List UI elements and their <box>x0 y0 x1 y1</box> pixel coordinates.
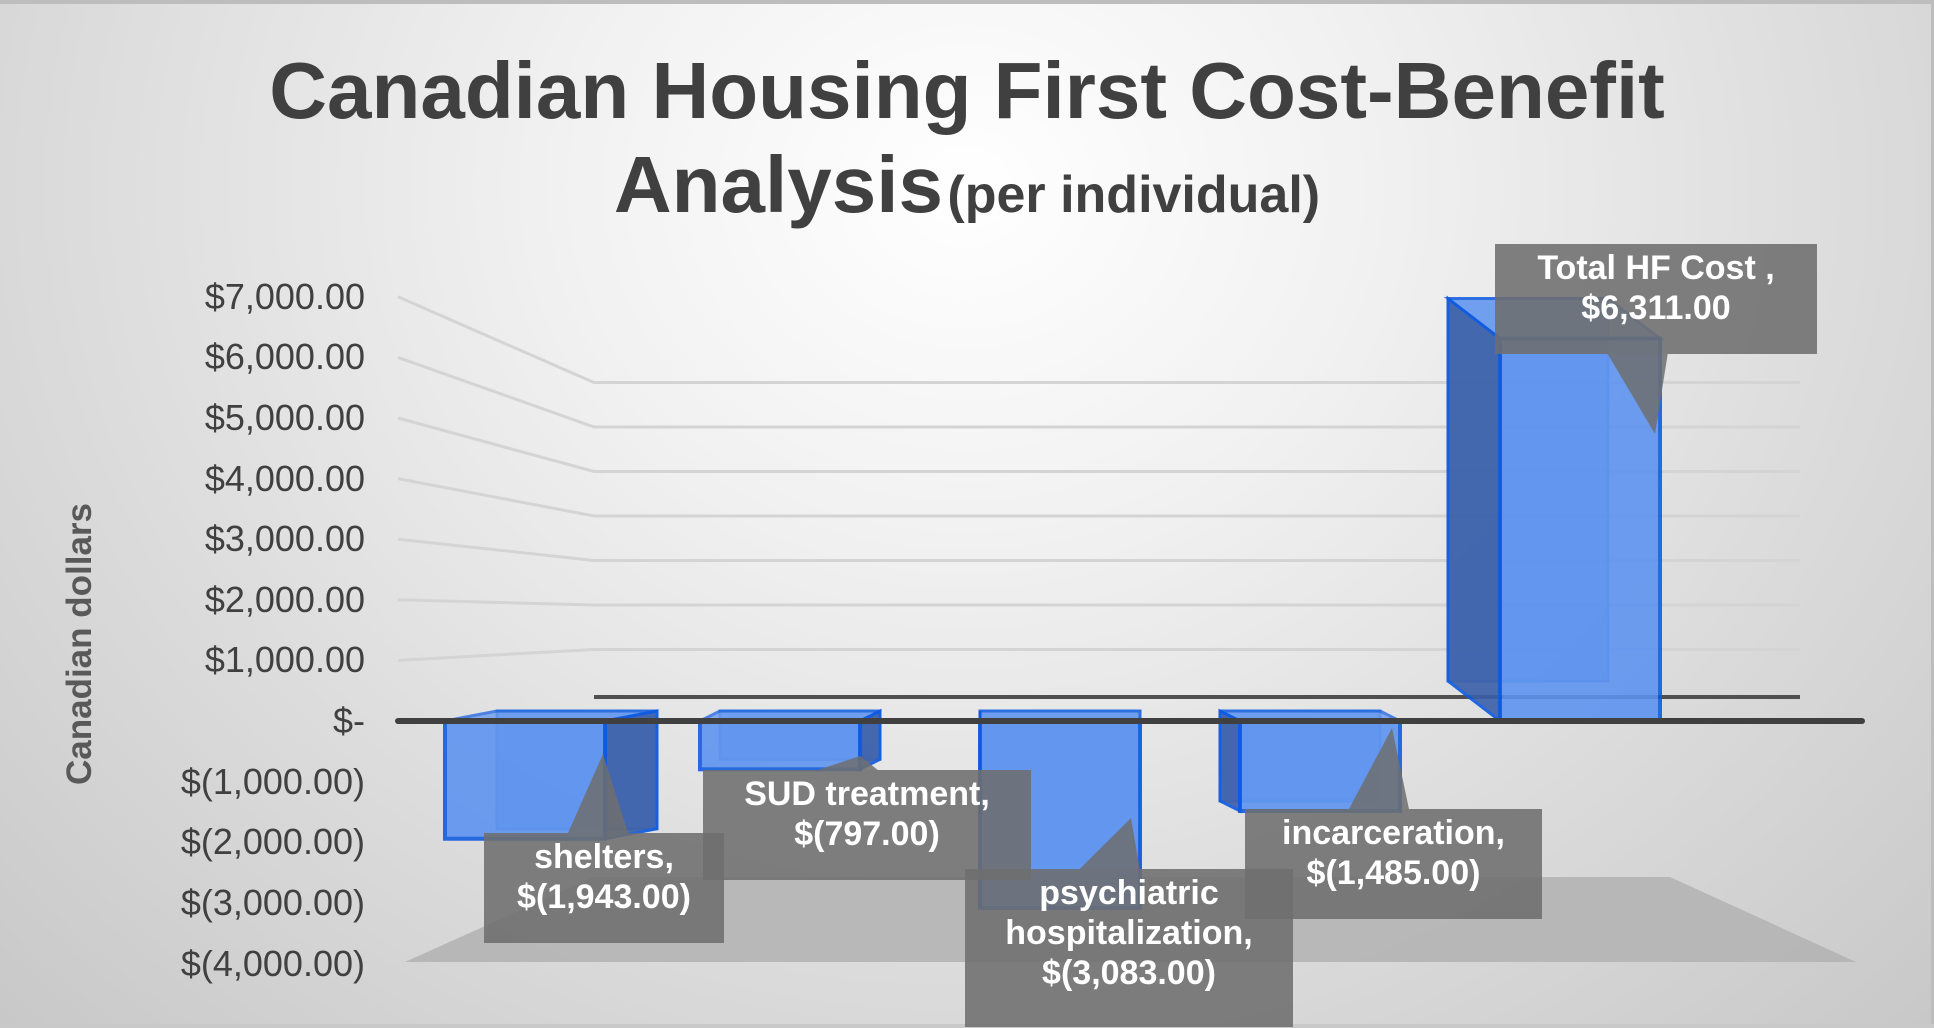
data-label-line: $(3,083.00) <box>1042 954 1216 992</box>
data-label-line: psychiatric <box>1039 874 1219 912</box>
chart-subtitle: (per individual) <box>947 166 1321 224</box>
data-label-line: SUD treatment, <box>744 775 990 813</box>
chart-title: Canadian Housing First Cost-Benefit Anal… <box>0 44 1934 255</box>
data-label-line: $6,311.00 <box>1581 289 1731 327</box>
data-label-line: hospitalization, <box>1005 914 1253 952</box>
y-tick: $6,000.00 <box>204 336 365 377</box>
gridline <box>397 355 1800 429</box>
data-label: Total HF Cost , $6,311.00 <box>1495 244 1817 354</box>
bar-front-face <box>698 719 862 772</box>
bar-side-face <box>1446 295 1502 725</box>
y-tick: $2,000.00 <box>204 579 365 620</box>
data-label-pointer <box>1348 728 1409 809</box>
gridline <box>397 295 1800 384</box>
data-label-pointer <box>817 756 878 770</box>
y-tick: $(1,000.00) <box>180 761 365 802</box>
data-label-line: incarceration, <box>1282 814 1505 852</box>
y-tick: $(3,000.00) <box>180 882 365 923</box>
chart-title-line1: Canadian Housing First Cost-Benefit <box>269 46 1665 135</box>
data-label-line: $(797.00) <box>794 815 940 853</box>
gridline <box>397 598 1800 607</box>
data-label: shelters, $(1,943.00) <box>484 833 724 943</box>
data-label-pointer <box>1607 354 1668 434</box>
data-label-line: Total HF Cost , <box>1537 249 1775 287</box>
gridline <box>397 416 1800 473</box>
y-tick: $(2,000.00) <box>180 821 365 862</box>
gridline <box>397 477 1800 518</box>
gridline <box>397 648 1800 662</box>
y-tick: $5,000.00 <box>204 397 365 438</box>
data-label-line: $(1,943.00) <box>517 878 691 916</box>
y-tick: $7,000.00 <box>204 276 365 317</box>
y-tick: $- <box>332 700 365 741</box>
data-label-line: $(1,485.00) <box>1306 854 1481 892</box>
data-label: incarceration, $(1,485.00) <box>1245 809 1542 919</box>
data-label-line: shelters, <box>534 838 674 876</box>
y-tick: $1,000.00 <box>204 639 365 680</box>
y-tick: $(4,000.00) <box>180 943 365 984</box>
y-tick: $3,000.00 <box>204 518 365 559</box>
bar-total-hf-cost <box>1443 295 1665 725</box>
data-label: SUD treatment, $(797.00) <box>703 770 1031 880</box>
bar-side-face <box>1218 708 1242 814</box>
gridline <box>397 537 1800 562</box>
data-label-pointer <box>1079 818 1140 869</box>
y-tick: $4,000.00 <box>204 458 365 499</box>
data-label: psychiatric hospitalization, $(3,083.00) <box>965 869 1293 1027</box>
bar-shelters <box>443 709 659 841</box>
data-label-pointer <box>568 754 628 833</box>
chart-title-line2: Analysis <box>613 140 943 229</box>
